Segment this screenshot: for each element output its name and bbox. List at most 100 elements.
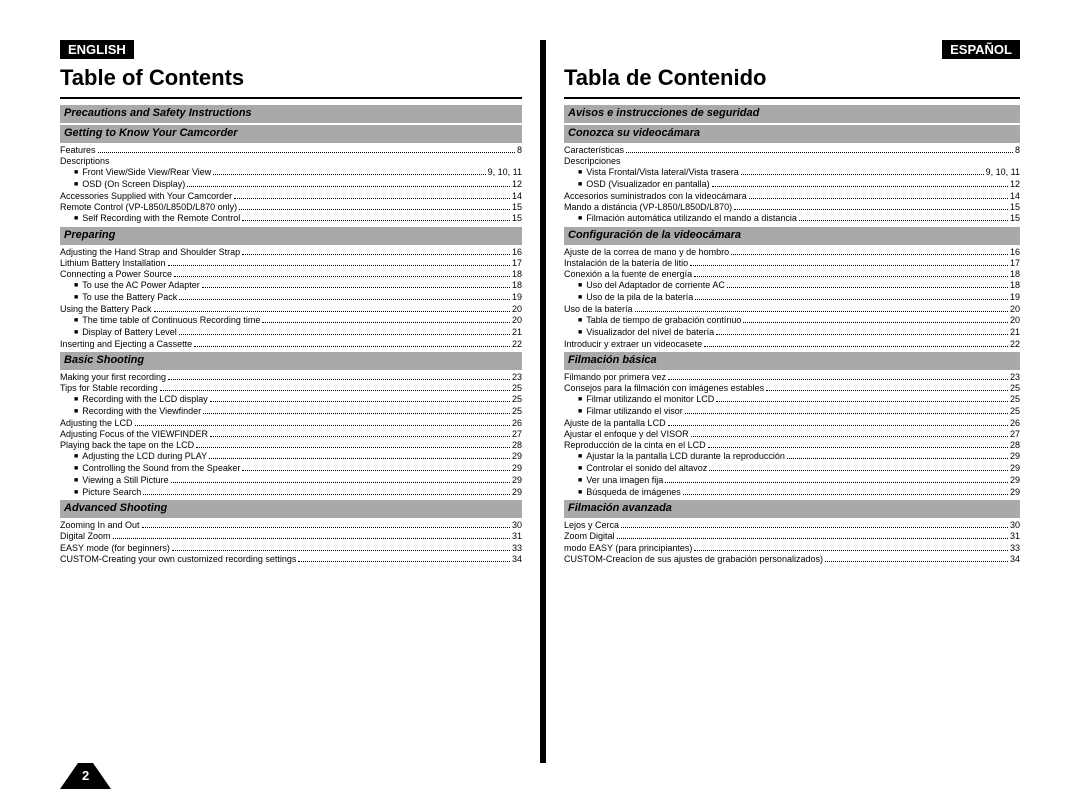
toc-row: Self Recording with the Remote Control 15 <box>60 213 522 225</box>
toc-page: 31 <box>512 531 522 542</box>
toc-row: Zoom Digital31 <box>564 531 1020 542</box>
toc-row: Características8 <box>564 145 1020 156</box>
toc-label: Descriptions <box>60 156 110 167</box>
toc-row: Tabla de tiempo de grabación contínuo 20 <box>564 315 1020 327</box>
toc-label: Uso de la batería <box>564 304 633 315</box>
toc-row: Descripciones <box>564 156 1020 167</box>
toc-row: Playing back the tape on the LCD28 <box>60 440 522 451</box>
section-header: Configuración de la videocámara <box>564 227 1020 245</box>
toc-page: 30 <box>512 520 522 531</box>
toc-page: 20 <box>1010 304 1020 315</box>
toc-label: modo EASY (para principiantes) <box>564 543 692 554</box>
toc-label: Accesorios suministrados con la videocám… <box>564 191 747 202</box>
toc-page: 23 <box>1010 372 1020 383</box>
toc-label: Accessories Supplied with Your Camcorder <box>60 191 232 202</box>
toc-label: Inserting and Ejecting a Cassette <box>60 339 192 350</box>
toc-row: To use the Battery Pack 19 <box>60 292 522 304</box>
toc-label: Tips for Stable recording <box>60 383 158 394</box>
toc-row: Controlar el sonido del altavoz29 <box>564 463 1020 475</box>
toc-row: Uso de la batería 20 <box>564 304 1020 315</box>
section-header: Conozca su videocámara <box>564 125 1020 143</box>
toc-page: 20 <box>512 304 522 315</box>
toc-label: CUSTOM-Creacíon de sus ajustes de grabac… <box>564 554 823 565</box>
toc-page: 21 <box>512 327 522 338</box>
toc-label: Digital Zoom <box>60 531 111 542</box>
toc-page: 25 <box>1010 383 1020 394</box>
toc-row: Introducir y extraer un videocasete22 <box>564 339 1020 350</box>
toc-row: To use the AC Power Adapter18 <box>60 280 522 292</box>
toc-label: Viewing a Still Picture <box>82 475 168 486</box>
toc-label: Filmando por primera vez <box>564 372 666 383</box>
left-column: ENGLISH Table of Contents Precautions an… <box>60 40 540 763</box>
toc-row: Mando a distáncia (VP-L850/L850D/L870)15 <box>564 202 1020 213</box>
toc-page: 21 <box>1010 327 1020 338</box>
toc-label: Adjusting the LCD during PLAY <box>82 451 207 462</box>
lang-bar-left: ENGLISH <box>60 40 522 59</box>
toc-row: Ver una imagen fija29 <box>564 475 1020 487</box>
section-header: Precautions and Safety Instructions <box>60 105 522 123</box>
toc-row: Adjusting Focus of the VIEWFINDER27 <box>60 429 522 440</box>
toc-page: 20 <box>1010 315 1020 326</box>
toc-label: Uso del Adaptador de corriente AC <box>586 280 725 291</box>
section-header: Preparing <box>60 227 522 245</box>
toc-label: Consejos para la filmación con imágenes … <box>564 383 764 394</box>
toc-row: Visualizador del nível de batería21 <box>564 327 1020 339</box>
toc-row: Lejos y Cerca30 <box>564 520 1020 531</box>
toc-row: Ajustar el enfoque y del VISOR27 <box>564 429 1020 440</box>
toc-page: 15 <box>512 213 522 224</box>
toc-row: Uso de la pila de la batería19 <box>564 292 1020 304</box>
toc-row: Accesorios suministrados con la videocám… <box>564 191 1020 202</box>
toc-page: 19 <box>512 292 522 303</box>
toc-label: Adjusting Focus of the VIEWFINDER <box>60 429 208 440</box>
toc-page: 20 <box>512 315 522 326</box>
toc-label: EASY mode (for beginners) <box>60 543 170 554</box>
toc-label: Ajustar la la pantalla LCD durante la re… <box>586 451 785 462</box>
toc-row: Filmar utilizando el visor25 <box>564 406 1020 418</box>
toc-label: Recording with the LCD display <box>82 394 208 405</box>
toc-row: CUSTOM-Creacíon de sus ajustes de grabac… <box>564 554 1020 565</box>
toc-label: Filmar utilizando el visor <box>586 406 683 417</box>
toc-page: 29 <box>1010 463 1020 474</box>
toc-row: Ajustar la la pantalla LCD durante la re… <box>564 451 1020 463</box>
toc-label: Ajuste de la pantalla LCD <box>564 418 666 429</box>
toc-label: Front View/Side View/Rear View <box>82 167 211 178</box>
toc-page: 26 <box>1010 418 1020 429</box>
toc-page: 29 <box>1010 475 1020 486</box>
toc-label: Filmación automática utilizando el mando… <box>586 213 797 224</box>
toc-label: Búsqueda de imágenes <box>586 487 681 498</box>
toc-label: Reproducción de la cinta en el LCD <box>564 440 706 451</box>
toc-label: Features <box>60 145 96 156</box>
toc-page: 9, 10, 11 <box>986 167 1020 178</box>
toc-row: Conexión a la fuente de energía18 <box>564 269 1020 280</box>
toc-label: Zoom Digital <box>564 531 615 542</box>
toc-row: Viewing a Still Picture29 <box>60 475 522 487</box>
toc-row: Tips for Stable recording25 <box>60 383 522 394</box>
toc-row: Búsqueda de imágenes29 <box>564 487 1020 499</box>
toc-row: Front View/Side View/Rear View 9, 10, 11 <box>60 167 522 179</box>
toc-row: Accessories Supplied with Your Camcorder… <box>60 191 522 202</box>
toc-label: Lithium Battery Installation <box>60 258 166 269</box>
toc-row: Recording with the LCD display25 <box>60 394 522 406</box>
toc-page: 34 <box>512 554 522 565</box>
toc-label: Mando a distáncia (VP-L850/L850D/L870) <box>564 202 732 213</box>
toc-label: Using the Battery Pack <box>60 304 152 315</box>
toc-row: EASY mode (for beginners)33 <box>60 543 522 554</box>
toc-label: Connecting a Power Source <box>60 269 172 280</box>
toc-label: Tabla de tiempo de grabación contínuo <box>586 315 741 326</box>
toc-label: Ajuste de la correa de mano y de hombro <box>564 247 729 258</box>
toc-left: Precautions and Safety InstructionsGetti… <box>60 105 522 565</box>
lang-tag-english: ENGLISH <box>60 40 134 59</box>
toc-page: 9, 10, 11 <box>488 167 522 178</box>
toc-label: Ajustar el enfoque y del VISOR <box>564 429 689 440</box>
toc-page: 12 <box>512 179 522 190</box>
toc-label: Filmar utilizando el monitor LCD <box>586 394 714 405</box>
toc-page: 33 <box>1010 543 1020 554</box>
toc-row: Recording with the Viewfinder25 <box>60 406 522 418</box>
toc-label: To use the Battery Pack <box>82 292 177 303</box>
toc-label: Características <box>564 145 624 156</box>
rule-right <box>564 97 1020 99</box>
toc-row: Remote Control (VP-L850/L850D/L870 only)… <box>60 202 522 213</box>
toc-page: 29 <box>1010 451 1020 462</box>
lang-bar-right: ESPAÑOL <box>564 40 1020 59</box>
toc-label: Self Recording with the Remote Control <box>82 213 240 224</box>
